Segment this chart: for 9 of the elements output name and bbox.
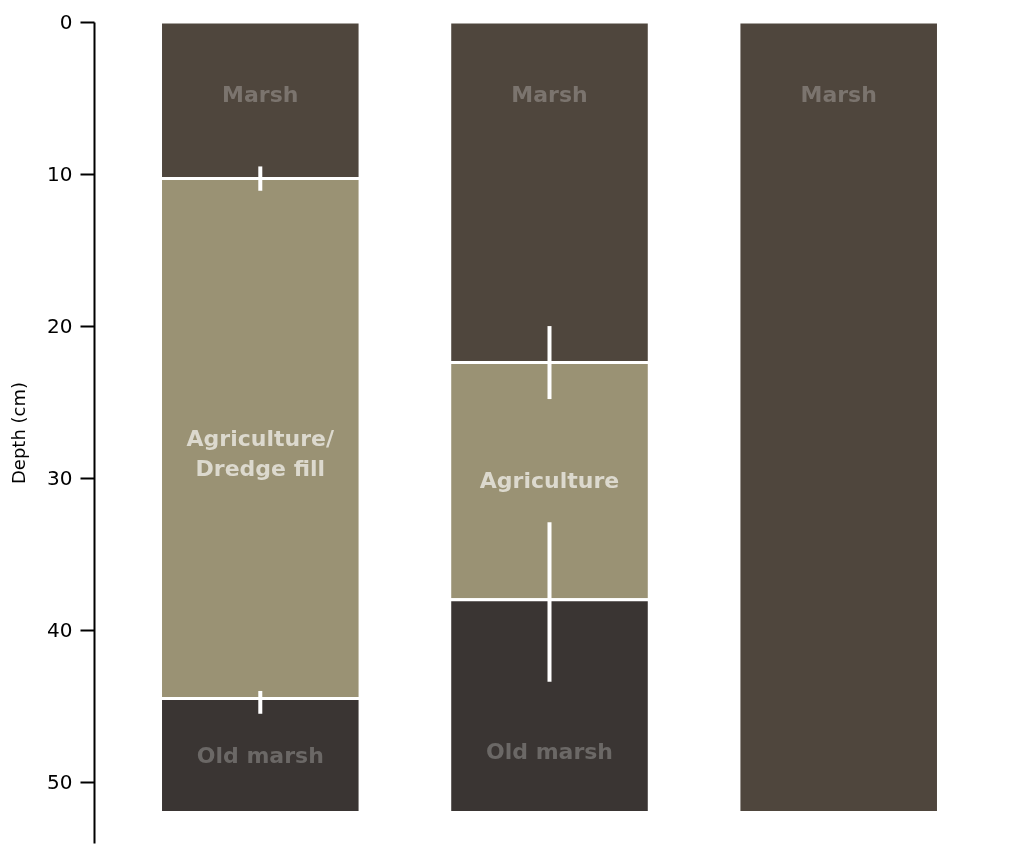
y-tick-label: 20 bbox=[47, 313, 73, 338]
data-label: Agriculture bbox=[479, 468, 620, 494]
y-tick-label: 0 bbox=[59, 9, 73, 34]
y-tick-label: 50 bbox=[47, 769, 73, 794]
data-label: Agriculture/ Dredge fill bbox=[186, 425, 335, 481]
y-tick-label: 30 bbox=[47, 465, 73, 490]
y-axis-title: Depth (cm) bbox=[8, 381, 30, 485]
y-tick-label: 40 bbox=[47, 617, 73, 642]
y-tick-label: 10 bbox=[47, 161, 73, 186]
